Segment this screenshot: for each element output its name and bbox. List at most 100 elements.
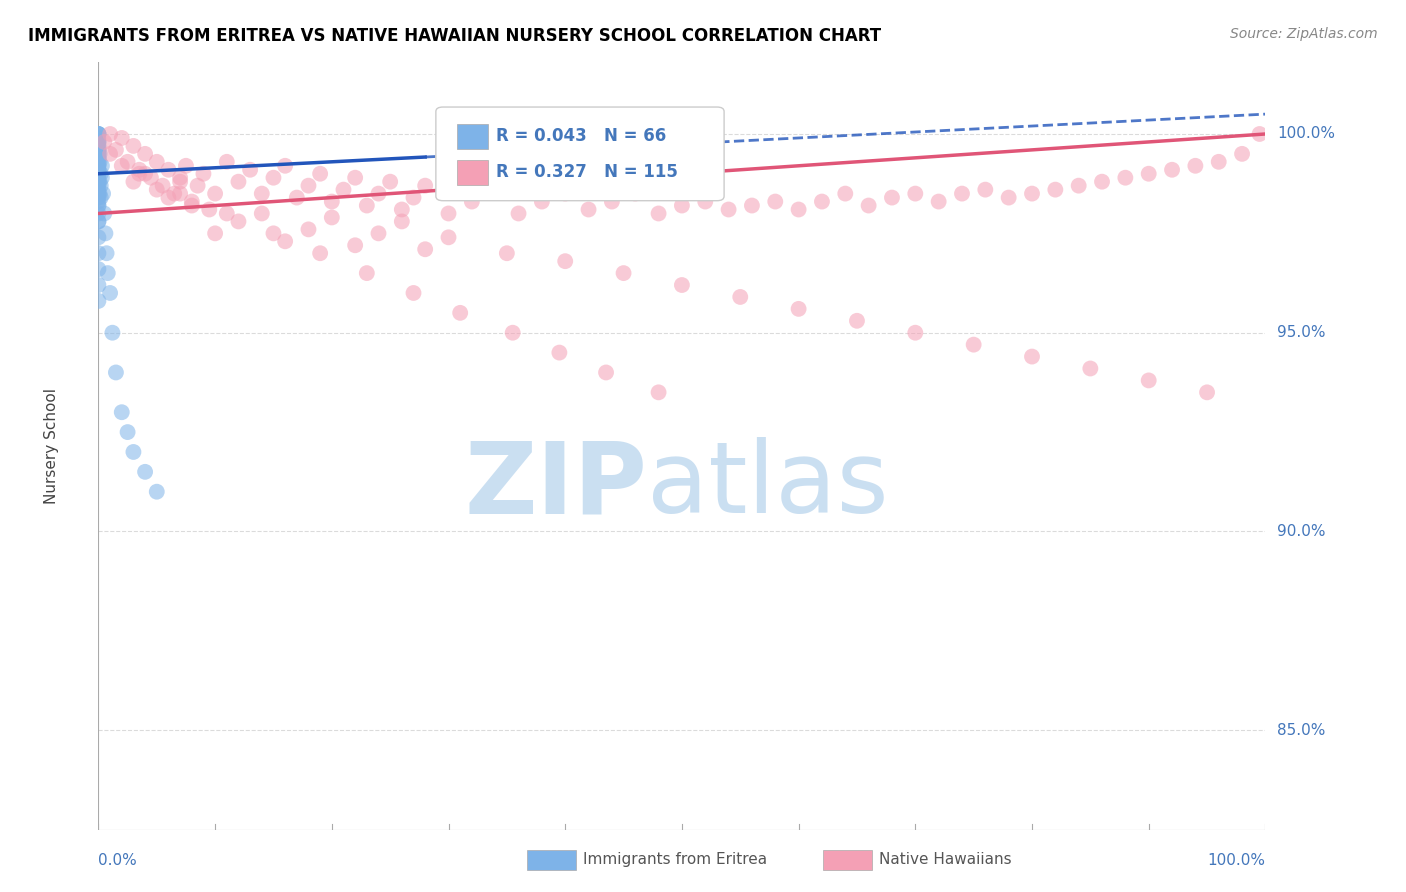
Point — [356, 266, 378, 280]
Point — [169, 170, 191, 185]
Point — [671, 278, 693, 293]
Point — [1197, 385, 1219, 400]
Point — [117, 425, 139, 439]
Point — [87, 143, 110, 157]
Point — [134, 167, 156, 181]
Point — [215, 154, 238, 169]
Text: atlas: atlas — [647, 437, 889, 534]
Point — [391, 214, 413, 228]
Point — [1184, 159, 1206, 173]
Point — [93, 135, 115, 149]
Point — [87, 198, 110, 212]
Point — [647, 206, 669, 220]
Point — [367, 227, 389, 241]
Point — [91, 186, 114, 201]
Text: IMMIGRANTS FROM ERITREA VS NATIVE HAWAIIAN NURSERY SCHOOL CORRELATION CHART: IMMIGRANTS FROM ERITREA VS NATIVE HAWAII… — [28, 27, 882, 45]
Point — [437, 230, 460, 244]
Point — [89, 175, 111, 189]
Point — [87, 135, 110, 149]
Point — [321, 194, 343, 209]
Point — [87, 151, 110, 165]
Point — [90, 159, 112, 173]
Point — [174, 159, 197, 173]
Point — [928, 194, 950, 209]
Point — [449, 306, 471, 320]
Point — [787, 301, 810, 316]
Point — [344, 170, 367, 185]
Point — [87, 230, 110, 244]
Point — [787, 202, 810, 217]
Point — [344, 238, 367, 252]
Text: R = 0.327   N = 115: R = 0.327 N = 115 — [496, 163, 678, 181]
Point — [402, 285, 425, 300]
Point — [87, 246, 110, 260]
Point — [89, 186, 111, 201]
Point — [97, 266, 120, 280]
Point — [94, 227, 117, 241]
Point — [87, 139, 110, 153]
Point — [402, 191, 425, 205]
Point — [1021, 186, 1043, 201]
Point — [274, 159, 297, 173]
Point — [87, 159, 110, 173]
Point — [139, 170, 162, 185]
Point — [134, 146, 156, 161]
Point — [87, 167, 110, 181]
Point — [274, 235, 297, 249]
Point — [204, 186, 226, 201]
Point — [122, 445, 145, 459]
Point — [530, 194, 553, 209]
Text: 100.0%: 100.0% — [1208, 853, 1265, 868]
Point — [215, 206, 238, 220]
Point — [484, 183, 506, 197]
Point — [111, 405, 134, 419]
Point — [90, 178, 112, 193]
Text: Immigrants from Eritrea: Immigrants from Eritrea — [583, 853, 768, 867]
Point — [101, 326, 124, 340]
Point — [228, 175, 250, 189]
Point — [413, 178, 436, 193]
Point — [87, 206, 110, 220]
Point — [1137, 373, 1160, 387]
Point — [169, 186, 191, 201]
Point — [297, 178, 319, 193]
Point — [87, 127, 110, 141]
Point — [87, 135, 110, 149]
Point — [461, 194, 484, 209]
Point — [1021, 350, 1043, 364]
Point — [87, 146, 110, 161]
Point — [87, 178, 110, 193]
Point — [548, 345, 571, 359]
Point — [554, 254, 576, 268]
Point — [87, 262, 110, 277]
Point — [647, 385, 669, 400]
Text: 100.0%: 100.0% — [1277, 127, 1336, 142]
Point — [496, 246, 519, 260]
Point — [89, 154, 111, 169]
Text: 95.0%: 95.0% — [1277, 326, 1326, 340]
Point — [90, 170, 112, 185]
Point — [1249, 127, 1271, 141]
Point — [180, 198, 202, 212]
Point — [87, 175, 110, 189]
Point — [169, 175, 191, 189]
Point — [117, 154, 139, 169]
Point — [671, 198, 693, 212]
Point — [262, 227, 284, 241]
Point — [502, 326, 524, 340]
Point — [1114, 170, 1136, 185]
Point — [880, 191, 903, 205]
Point — [152, 178, 174, 193]
Point — [834, 186, 856, 201]
Point — [380, 175, 402, 189]
Point — [332, 183, 354, 197]
Text: ZIP: ZIP — [464, 437, 647, 534]
Point — [87, 214, 110, 228]
Point — [962, 337, 984, 351]
Point — [87, 198, 110, 212]
Point — [974, 183, 997, 197]
Point — [858, 198, 880, 212]
Point — [600, 194, 623, 209]
Point — [262, 170, 284, 185]
Text: Nursery School: Nursery School — [44, 388, 59, 504]
